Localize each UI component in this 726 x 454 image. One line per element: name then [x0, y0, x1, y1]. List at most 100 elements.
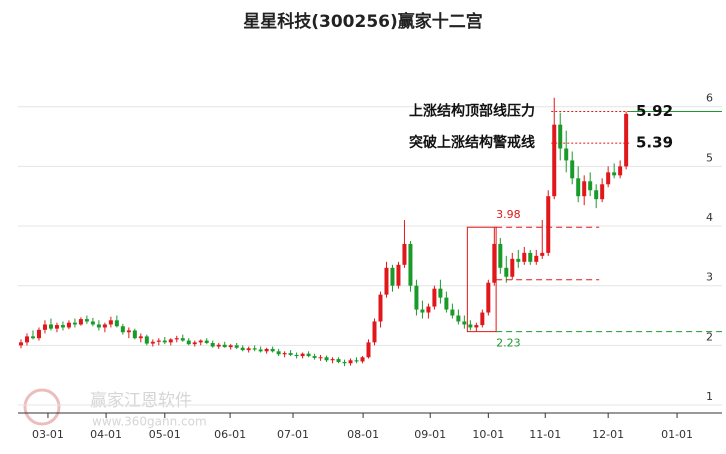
candle-body [576, 178, 581, 197]
candle-body [222, 344, 227, 348]
candle-body [312, 356, 317, 358]
candle-body [438, 288, 443, 298]
candle-body [282, 353, 287, 355]
x-tick-label: 04-01 [90, 428, 122, 441]
x-tick-label: 11-01 [529, 428, 561, 441]
candle-body [480, 312, 485, 326]
candle-body [366, 342, 371, 358]
candle-body [24, 336, 29, 343]
y-tick-label: 4 [706, 211, 713, 224]
candle-body [390, 267, 395, 286]
x-tick-label: 05-01 [149, 428, 181, 441]
candle-body [528, 252, 533, 262]
candle-body [240, 347, 245, 351]
candle-body [522, 252, 527, 262]
y-tick-label: 5 [706, 151, 713, 164]
candle-body [540, 252, 545, 256]
candle-body [138, 336, 143, 339]
candle-body [354, 360, 359, 362]
candle-body [612, 172, 617, 176]
candle-body [234, 345, 239, 348]
candle-body [228, 345, 233, 348]
candle-body [294, 354, 299, 357]
watermark-url: www.360gann.com [92, 415, 207, 429]
candle-body [144, 336, 149, 344]
watermark: 赢家江恩软件 www.360gann.com [23, 388, 207, 429]
candle-body [72, 322, 77, 325]
candle-body [594, 190, 599, 200]
candle-body [48, 324, 53, 329]
x-tick-label: 09-01 [414, 428, 446, 441]
chart-title: 星星科技(300256)赢家十二宫 [243, 11, 483, 32]
level-label: 3.98 [496, 208, 521, 221]
y-tick-label: 2 [706, 330, 713, 343]
watermark-logo [23, 388, 61, 426]
level-label: 2.23 [496, 337, 521, 350]
candle-body [150, 341, 155, 344]
candle-body [564, 148, 569, 161]
annotation-text: 突破上涨结构警戒线 [409, 134, 535, 151]
candle-body [558, 124, 563, 149]
candle-body [552, 124, 557, 197]
x-tick-label: 08-01 [347, 428, 379, 441]
x-tick-label: 06-01 [214, 428, 246, 441]
candle-body [486, 282, 491, 313]
x-tick-label: 07-01 [277, 428, 309, 441]
candle-body [498, 243, 503, 268]
candle-body [102, 324, 107, 328]
candle-body [42, 324, 47, 330]
candle-body [246, 348, 251, 351]
candle-body [18, 342, 23, 346]
candle-body [60, 325, 65, 328]
candle-body [306, 353, 311, 357]
annotation-value: 5.39 [636, 134, 673, 152]
candle-body [192, 342, 197, 345]
candle-body [432, 288, 437, 307]
candle-body [186, 340, 191, 345]
candle-body [66, 322, 71, 328]
candle-body [372, 321, 377, 343]
candle-body [180, 338, 185, 341]
candle-body [504, 267, 509, 277]
candle-body [78, 319, 83, 325]
candle-body [606, 172, 611, 185]
annotation-value: 5.92 [636, 102, 673, 120]
candle-body [210, 342, 215, 347]
candle-body [474, 325, 479, 328]
candle-body [534, 255, 539, 262]
candle-body [510, 258, 515, 277]
candle-body [444, 297, 449, 310]
annotation-text: 上涨结构顶部线压力 [409, 102, 535, 119]
candle-body [582, 181, 587, 197]
candle-body [516, 258, 521, 262]
candle-body [342, 362, 347, 364]
candle-body [126, 330, 131, 333]
candle-body [96, 324, 101, 328]
candle-body [264, 348, 269, 352]
candle-body [288, 353, 293, 355]
candle-body [252, 348, 257, 350]
x-tick-label: 12-01 [592, 428, 624, 441]
candle-body [468, 324, 473, 328]
y-tick-label: 3 [706, 271, 713, 284]
candle-body [378, 294, 383, 322]
candle-body [546, 196, 551, 253]
candle-body [492, 243, 497, 283]
candle-body [570, 160, 575, 179]
candle-body [408, 243, 413, 286]
candle-body [426, 306, 431, 313]
y-tick-label: 6 [706, 92, 713, 105]
candle-body [204, 340, 209, 343]
candle-body [132, 330, 137, 339]
candle-body [336, 359, 341, 363]
candle-body [120, 326, 125, 333]
candle-body [216, 344, 221, 347]
candle-body [618, 166, 623, 176]
candle-body [414, 285, 419, 310]
candle-body [162, 340, 167, 343]
x-tick-label: 01-01 [661, 428, 693, 441]
candle-body [600, 184, 605, 200]
candle-body [114, 320, 119, 327]
candle-body [276, 351, 281, 355]
